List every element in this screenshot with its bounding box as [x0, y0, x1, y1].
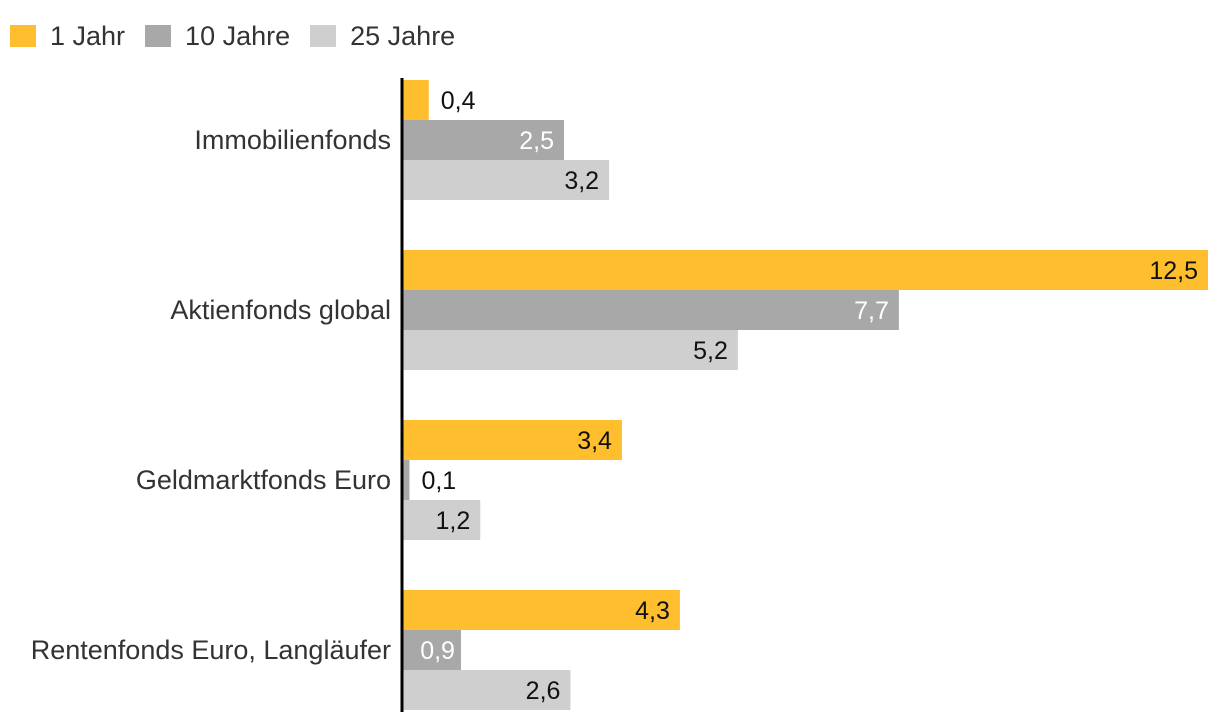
legend-swatch-25-jahre — [310, 25, 337, 47]
bar-immobilienfonds-series-2 — [403, 120, 564, 160]
value-label-aktienfonds-global-series-3: 5,2 — [693, 337, 728, 365]
legend-label-25-jahre: 25 Jahre — [350, 20, 456, 51]
value-label-immobilienfonds-series-1: 0,4 — [441, 87, 476, 115]
value-label-geldmarktfonds-euro-series-2: 0,1 — [421, 467, 456, 495]
value-label-aktienfonds-global-series-2: 7,7 — [854, 297, 889, 325]
category-label-aktienfonds-global: Aktienfonds global — [170, 295, 391, 325]
value-label-rentenfonds-euro-langläufer-series-1: 4,3 — [635, 597, 670, 625]
value-label-rentenfonds-euro-langläufer-series-3: 2,6 — [526, 677, 561, 705]
value-label-immobilienfonds-series-3: 3,2 — [564, 167, 599, 195]
bar-rentenfonds-euro-langläufer-series-1 — [403, 590, 680, 630]
value-label-geldmarktfonds-euro-series-3: 1,2 — [436, 507, 471, 535]
legend-item-10-jahre: 10 Jahre — [145, 21, 290, 52]
category-label-immobilienfonds: Immobilienfonds — [194, 125, 391, 155]
value-label-immobilienfonds-series-2: 2,5 — [519, 127, 554, 155]
legend-swatch-10-jahre — [145, 25, 172, 47]
value-label-geldmarktfonds-euro-series-1: 3,4 — [577, 427, 612, 455]
bar-immobilienfonds-series-3 — [403, 160, 610, 200]
value-label-aktienfonds-global-series-1: 12,5 — [1149, 257, 1198, 285]
legend-label-1-jahr: 1 Jahr — [50, 20, 126, 51]
bar-rentenfonds-euro-langläufer-series-3 — [403, 670, 571, 710]
bar-aktienfonds-global-series-2 — [403, 290, 899, 330]
bar-immobilienfonds-series-1 — [403, 80, 429, 120]
bar-aktienfonds-global-series-1 — [403, 250, 1208, 290]
legend-label-10-jahre: 10 Jahre — [185, 20, 291, 51]
value-label-rentenfonds-euro-langläufer-series-2: 0,9 — [420, 637, 455, 665]
bar-rentenfonds-euro-langläufer-series-2 — [403, 630, 461, 670]
bar-geldmarktfonds-euro-series-1 — [403, 420, 622, 460]
bar-aktienfonds-global-series-3 — [403, 330, 738, 370]
legend-swatch-1-jahr — [10, 25, 36, 47]
bar-geldmarktfonds-euro-series-3 — [403, 500, 481, 540]
legend-item-25-jahre: 25 Jahre — [310, 21, 455, 52]
category-label-geldmarktfonds-euro: Geldmarktfonds Euro — [136, 465, 391, 495]
category-label-rentenfonds-euro-langläufer: Rentenfonds Euro, Langläufer — [31, 635, 391, 665]
bar-geldmarktfonds-euro-series-2 — [403, 460, 410, 500]
chart-legend: 1 Jahr 10 Jahre 25 Jahre — [10, 18, 455, 54]
legend-item-1-jahr: 1 Jahr — [10, 21, 125, 52]
